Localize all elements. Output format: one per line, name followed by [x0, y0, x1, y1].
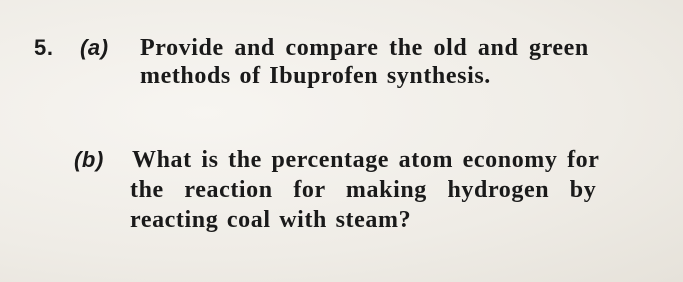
question-text-line: reacting coal with steam? — [130, 207, 412, 233]
question-number: 5. — [34, 35, 54, 60]
question-text-line: the reaction for making hydrogen by — [130, 177, 597, 203]
part-label: (b) — [74, 147, 104, 172]
question-text-line: What is the percentage atom economy for — [132, 147, 600, 173]
part-label: (a) — [80, 35, 109, 60]
question-text-line: Provide and compare the old and green — [140, 35, 589, 61]
question-text-line: methods of Ibuprofen synthesis. — [140, 63, 491, 89]
